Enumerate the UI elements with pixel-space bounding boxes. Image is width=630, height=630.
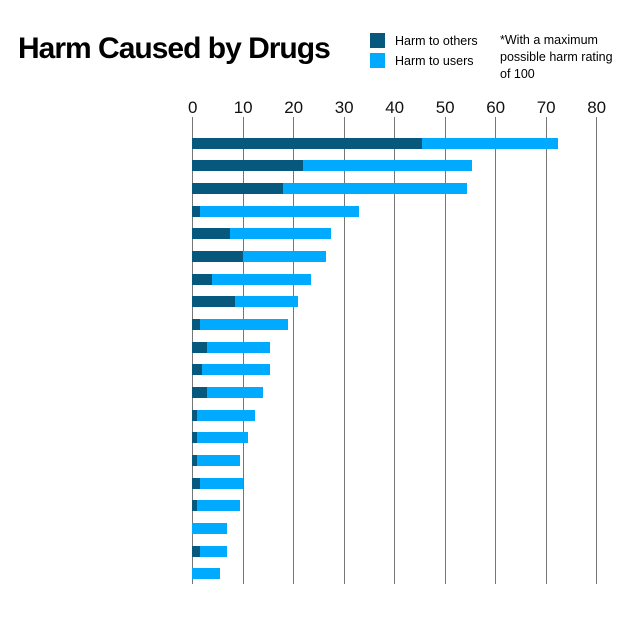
bar-row-13	[192, 409, 256, 421]
segment-harm-to-others	[192, 454, 198, 466]
chart-title: Harm Caused by Drugs	[18, 32, 331, 65]
legend-swatch-harm-to-others-icon	[370, 33, 385, 48]
x-gridline-80	[596, 117, 598, 584]
segment-harm-to-users	[197, 454, 240, 466]
x-tick-label-60: 60	[486, 98, 506, 117]
bar-row-18	[192, 522, 228, 534]
bar-row-9	[192, 318, 288, 330]
x-gridline-50	[444, 117, 446, 584]
segment-harm-to-users	[192, 568, 220, 580]
segment-harm-to-others	[192, 500, 198, 512]
bar-row-8	[192, 296, 299, 308]
x-gridline-70	[545, 117, 547, 584]
segment-harm-to-users	[202, 364, 271, 376]
segment-harm-to-users	[199, 477, 243, 489]
segment-harm-to-users	[199, 205, 359, 217]
segment-harm-to-users	[234, 296, 299, 308]
x-tick-label-0: 0	[187, 98, 198, 117]
bar-row-1	[192, 137, 559, 149]
legend-swatch-harm-to-users-icon	[370, 53, 385, 68]
bar-row-12	[192, 386, 263, 398]
segment-harm-to-others	[192, 250, 243, 262]
segment-harm-to-others	[192, 296, 235, 308]
segment-harm-to-users	[207, 386, 263, 398]
segment-harm-to-others	[192, 341, 208, 353]
segment-harm-to-users	[199, 318, 288, 330]
segment-harm-to-others	[192, 318, 200, 330]
segment-harm-to-others	[192, 386, 208, 398]
x-tick-label-10: 10	[233, 98, 253, 117]
footnote: *With a maximum possible harm rating of …	[500, 33, 613, 81]
x-gridline-40	[394, 117, 396, 584]
bar-row-10	[192, 341, 271, 353]
segment-harm-to-users	[197, 500, 240, 512]
legend-label-harm-to-others: Harm to others	[395, 33, 478, 48]
bar-row-3	[192, 182, 468, 194]
bar-row-17	[192, 500, 240, 512]
bar-row-15	[192, 454, 240, 466]
segment-harm-to-others	[192, 273, 213, 285]
segment-harm-to-others	[192, 477, 200, 489]
x-tick-label-80: 80	[587, 98, 607, 117]
x-gridline-20	[293, 117, 295, 584]
bar-row-14	[192, 432, 248, 444]
bar-row-4	[192, 205, 359, 217]
bar-row-7	[192, 273, 311, 285]
x-tick-label-50: 50	[435, 98, 455, 117]
x-tick-label-70: 70	[536, 98, 556, 117]
segment-harm-to-users	[421, 137, 559, 149]
segment-harm-to-users	[199, 545, 228, 557]
segment-harm-to-users	[207, 341, 271, 353]
bar-row-2	[192, 160, 473, 172]
segment-harm-to-users	[303, 160, 473, 172]
segment-harm-to-users	[229, 228, 331, 240]
segment-harm-to-others	[192, 182, 283, 194]
segment-harm-to-others	[192, 160, 304, 172]
legend: Harm to others Harm to users	[370, 33, 478, 73]
legend-item-harm-to-others: Harm to others	[370, 33, 478, 48]
segment-harm-to-others	[192, 228, 230, 240]
segment-harm-to-users	[197, 409, 256, 421]
segment-harm-to-others	[192, 364, 203, 376]
bar-row-19	[192, 545, 228, 557]
x-gridline-60	[495, 117, 497, 584]
x-tick-label-20: 20	[284, 98, 304, 117]
bar-row-11	[192, 364, 271, 376]
x-tick-label-40: 40	[385, 98, 405, 117]
segment-harm-to-users	[212, 273, 311, 285]
bar-row-5	[192, 228, 331, 240]
bar-row-6	[192, 250, 326, 262]
x-tick-label-30: 30	[334, 98, 354, 117]
segment-harm-to-others	[192, 137, 422, 149]
segment-harm-to-users	[197, 432, 248, 444]
legend-item-harm-to-users: Harm to users	[370, 53, 478, 68]
segment-harm-to-others	[192, 205, 200, 217]
segment-harm-to-users	[192, 522, 228, 534]
bar-row-16	[192, 477, 243, 489]
legend-label-harm-to-users: Harm to users	[395, 53, 474, 68]
segment-harm-to-others	[192, 432, 198, 444]
x-gridline-30	[343, 117, 345, 584]
segment-harm-to-users	[242, 250, 326, 262]
segment-harm-to-others	[192, 545, 200, 557]
segment-harm-to-others	[192, 409, 198, 421]
bar-row-20	[192, 568, 220, 580]
segment-harm-to-users	[282, 182, 468, 194]
